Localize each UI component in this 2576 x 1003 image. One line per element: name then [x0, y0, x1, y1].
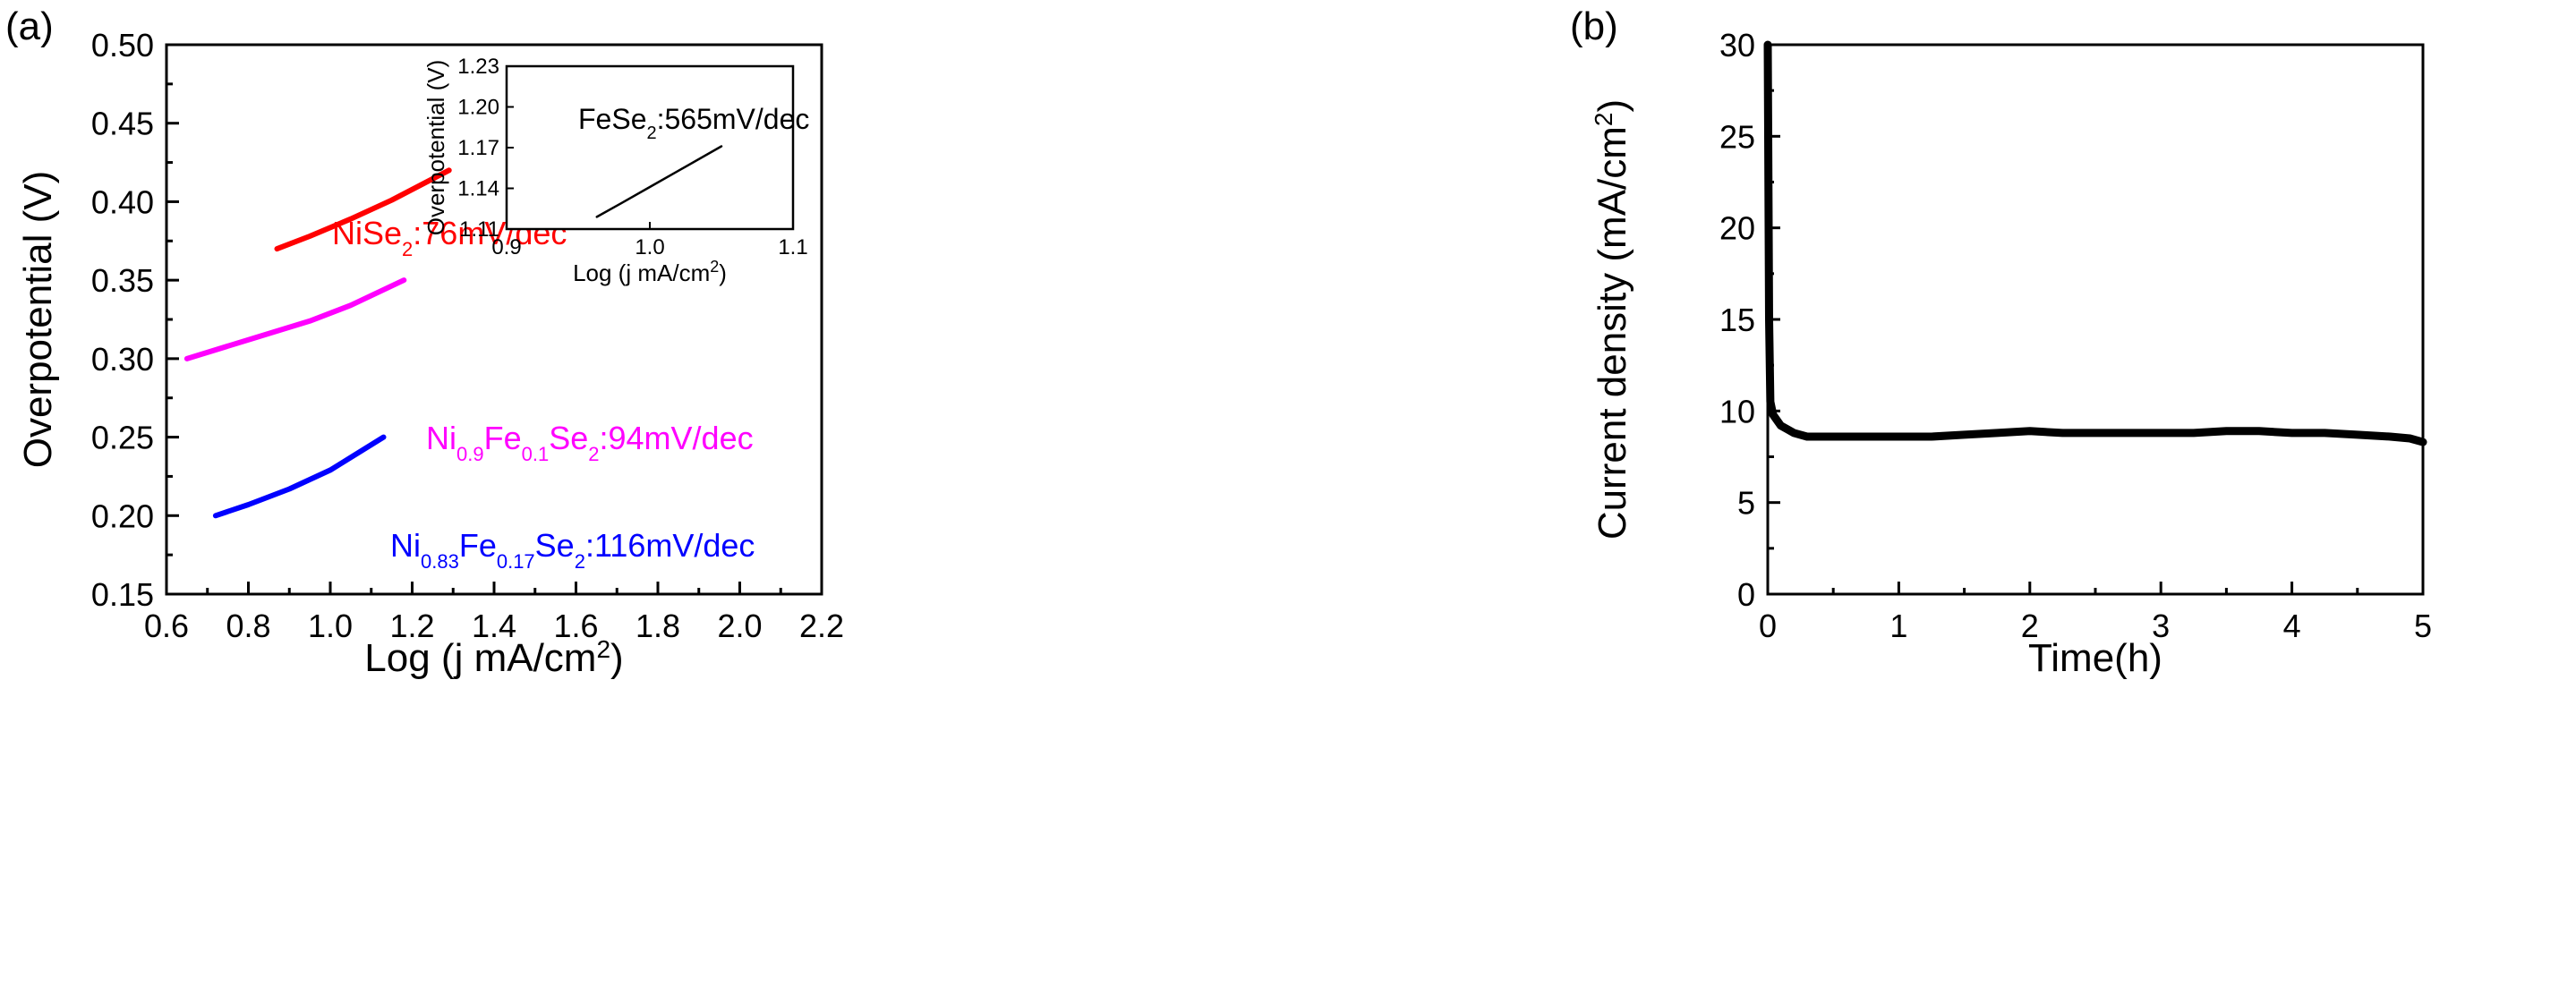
panel-a-x-tick-label: 1.0 [308, 608, 353, 644]
panel-b-y-tick-label: 10 [1719, 393, 1755, 429]
panel-a-x-axis-title: Log (j mA/cm2) [364, 635, 623, 681]
label-nise2: NiSe2:76mV/dec [332, 215, 567, 260]
label-ni083-sub-3: 0.17 [497, 550, 535, 573]
panel-a-x-tick-label: 0.6 [144, 608, 189, 644]
label-ni083-part-0: Ni [390, 527, 421, 564]
inset-x-axis-title-sup: 2 [710, 258, 719, 276]
label-ni083-part-4: Se [535, 527, 575, 564]
panel-a-series-Ni0.83Fe0.17Se2 [212, 434, 387, 519]
label-fese2-part-0: FeSe [578, 103, 646, 135]
panel-a-series-Ni0.9Fe0.1Se2 [183, 277, 407, 361]
panel-b-y-tick-label: 25 [1719, 118, 1755, 155]
inset-x-tick-label: 0.9 [491, 235, 521, 259]
inset-x-axis-title: Log (j mA/cm2) [573, 258, 727, 286]
label-ni083fe017se2: Ni0.83Fe0.17Se2:116mV/dec [390, 527, 755, 573]
label-fese2-part-2: :565mV/dec [657, 103, 810, 135]
panel-a-x-tick-label: 1.4 [472, 608, 516, 644]
label-ni09-part-0: Ni [426, 420, 456, 456]
panel-b-x-tick-label: 4 [2283, 608, 2301, 644]
inset-y-tick-label: 1.17 [457, 136, 499, 160]
label-ni083-part-2: Fe [459, 527, 497, 564]
inset-chart: 0.9 1.0 1.1 1.11 1.14 1.17 1.20 1.23 Overpotent… [422, 55, 809, 286]
label-ni09-part-2: Fe [484, 420, 522, 456]
label-ni083-sub-5: 2 [575, 550, 585, 573]
label-fese2: FeSe2:565mV/dec [578, 103, 809, 143]
panel-b-y-tick-label: 0 [1737, 576, 1755, 613]
inset-x-axis-title-main: Log (j mA/cm [573, 259, 710, 286]
panel-b-chart: 0 1 2 3 4 5 0 5 10 15 20 25 30 Current density (mA/c… [1590, 27, 2433, 680]
label-ni09-sub-3: 0.1 [522, 443, 550, 465]
panel-a-y-tick-label: 0.45 [91, 106, 154, 142]
panel-b-y-axis-title-main: Current density (mA/cm [1591, 126, 1634, 540]
panel-b-plot-frame [1766, 43, 2425, 596]
panel-a-y-tick-label: 0.50 [91, 27, 154, 64]
panel-a-y-tick-label: 0.40 [91, 183, 154, 220]
panel-b-x-tick-label: 2 [2021, 608, 2039, 644]
inset-y-tick-label: 1.11 [459, 217, 499, 242]
inset-y-axis-title: Overpotential (V) [422, 60, 449, 236]
panel-b-x-tick-label: 3 [2152, 608, 2170, 644]
panel-b-series-stability [1763, 40, 2427, 446]
panel-a-y-tick-label: 0.20 [91, 497, 154, 534]
panel-a-chart: 0.6 0.8 1.0 1.2 1.4 1.6 1.8 2.0 2.2 0.15 0.20 0.25 0… [16, 27, 844, 680]
panel-a-series-NiSe2 [274, 167, 452, 252]
label-nise2-part-0: NiSe [332, 215, 402, 251]
panel-b-y-tick-label: 5 [1737, 485, 1755, 522]
inset-plot-frame [505, 64, 795, 231]
inset-x-tick-label: 1.0 [635, 235, 664, 259]
label-ni09-part-6: :94mV/dec [600, 420, 754, 456]
panel-a-x-axis-title-sup: 2 [596, 635, 610, 663]
panel-a-x-tick-label: 1.6 [553, 608, 598, 644]
label-ni083-sub-1: 0.83 [421, 550, 459, 573]
panel-a-y-tick-label: 0.35 [91, 262, 154, 299]
panel-b-y-tick-label: 20 [1719, 210, 1755, 247]
inset-y-tick-label: 1.20 [457, 96, 499, 120]
panel-b-y-axis-title-sup: 2 [1590, 112, 1617, 126]
panel-b-label: (b) [1570, 4, 1618, 48]
inset-y-tick-label: 1.23 [457, 55, 499, 79]
label-nise2-sub: 2 [402, 238, 413, 260]
label-ni083-part-6: :116mV/dec [585, 527, 755, 564]
label-ni09fe01se2: Ni0.9Fe0.1Se2:94mV/dec [426, 420, 754, 465]
label-ni09-sub-1: 0.9 [456, 443, 484, 465]
panel-a-x-tick-label: 2.0 [717, 608, 762, 644]
panel-a-x-axis-title-end: ) [610, 636, 624, 680]
panel-a-y-tick-label: 0.30 [91, 341, 154, 378]
panel-a-y-axis-title: Overpotential (V) [16, 171, 60, 469]
panel-a-y-tick-label: 0.25 [91, 420, 154, 456]
inset-x-axis-title-end: ) [719, 259, 727, 286]
panel-b-x-axis-title: Time(h) [2028, 636, 2162, 680]
panel-b-y-axis-title: Current density (mA/cm2) [1590, 99, 1635, 540]
panel-a-x-axis-title-main: Log (j mA/cm [364, 636, 596, 680]
panel-b-x-tick-label: 1 [1889, 608, 1907, 644]
panel-a-y-tick-label: 0.15 [91, 576, 154, 613]
panel-b-y-tick-label: 15 [1719, 302, 1755, 338]
panel-b-y-tick-label: 30 [1719, 27, 1755, 64]
panel-a-label: (a) [5, 4, 54, 48]
panel-a-x-tick-label: 1.8 [635, 608, 680, 644]
inset-series-FeSe2 [595, 145, 723, 218]
inset-x-tick-label: 1.1 [778, 235, 807, 259]
panel-b-x-tick-label: 5 [2414, 608, 2432, 644]
panel-b-x-tick-label: 0 [1759, 608, 1777, 644]
label-ni09-part-4: Se [549, 420, 588, 456]
panel-a-x-tick-label: 0.8 [226, 608, 270, 644]
label-ni09-sub-5: 2 [588, 443, 599, 465]
label-fese2-sub: 2 [646, 123, 656, 143]
inset-y-tick-label: 1.14 [457, 177, 499, 201]
panel-a-x-tick-label: 2.2 [799, 608, 844, 644]
panel-b-y-axis-title-end: ) [1591, 99, 1634, 113]
panel-a-x-tick-label: 1.2 [389, 608, 434, 644]
